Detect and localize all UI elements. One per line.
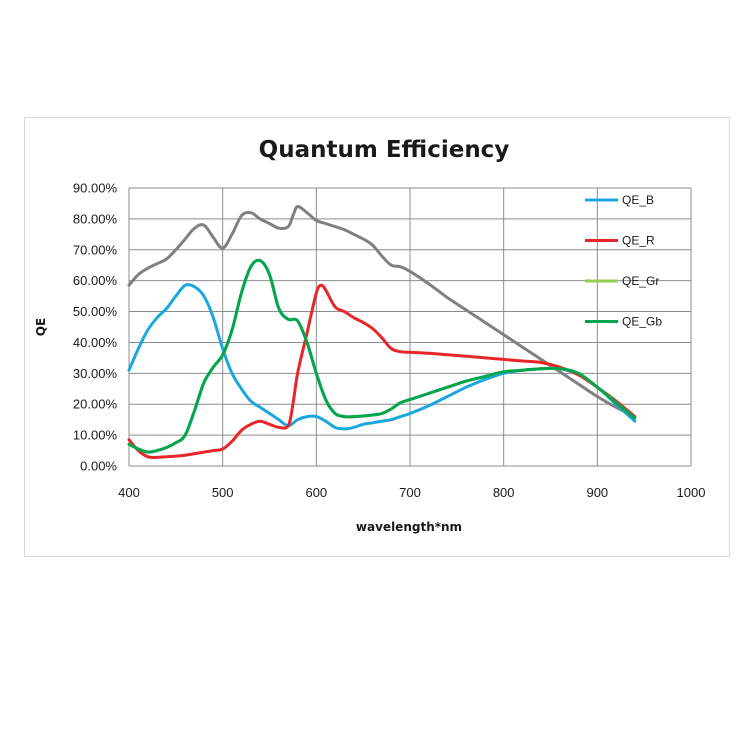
x-tick-label: 600 xyxy=(305,485,327,500)
y-tick-label: 0.00% xyxy=(80,459,117,474)
legend-label: QE_R xyxy=(622,234,655,248)
x-tick-label: 500 xyxy=(212,485,234,500)
series-lines xyxy=(127,204,637,459)
x-tick-label: 700 xyxy=(399,485,421,500)
series-line-qe-gb xyxy=(127,258,637,454)
chart-frame xyxy=(24,117,730,557)
y-tick-label: 50.00% xyxy=(73,304,118,319)
legend-label: QE_Gb xyxy=(622,315,662,329)
legend-label: QE_B xyxy=(622,193,654,207)
x-tick-label: 900 xyxy=(586,485,608,500)
x-tick-label: 400 xyxy=(118,485,140,500)
series-line-qe-gr xyxy=(127,258,637,454)
grid-lines xyxy=(128,187,692,467)
tick-labels: 0.00% 10.00% 20.00% 30.00% 40.00% 50.00% 60.00… xyxy=(73,181,706,501)
x-tick-label: 1000 xyxy=(677,485,706,500)
y-tick-label: 10.00% xyxy=(73,428,118,443)
series-line-qe-b xyxy=(127,283,637,431)
series-line-gray xyxy=(127,204,637,419)
y-tick-label: 80.00% xyxy=(73,211,118,226)
x-tick-label: 800 xyxy=(493,485,515,500)
y-tick-label: 60.00% xyxy=(73,273,118,288)
y-tick-label: 30.00% xyxy=(73,366,118,381)
y-tick-label: 40.00% xyxy=(73,335,118,350)
y-tick-label: 90.00% xyxy=(73,181,118,196)
legend: QE_B QE_R QE_Gr QE_Gb xyxy=(585,193,662,329)
series-line-qe-r xyxy=(127,283,637,459)
legend-label: QE_Gr xyxy=(622,274,659,288)
chart-title: Quantum Efficiency xyxy=(259,137,510,163)
x-axis-label: wavelength*nm xyxy=(356,520,462,534)
y-tick-label: 20.00% xyxy=(73,397,118,412)
y-axis-label: QE xyxy=(34,318,48,336)
y-tick-label: 70.00% xyxy=(73,242,118,257)
